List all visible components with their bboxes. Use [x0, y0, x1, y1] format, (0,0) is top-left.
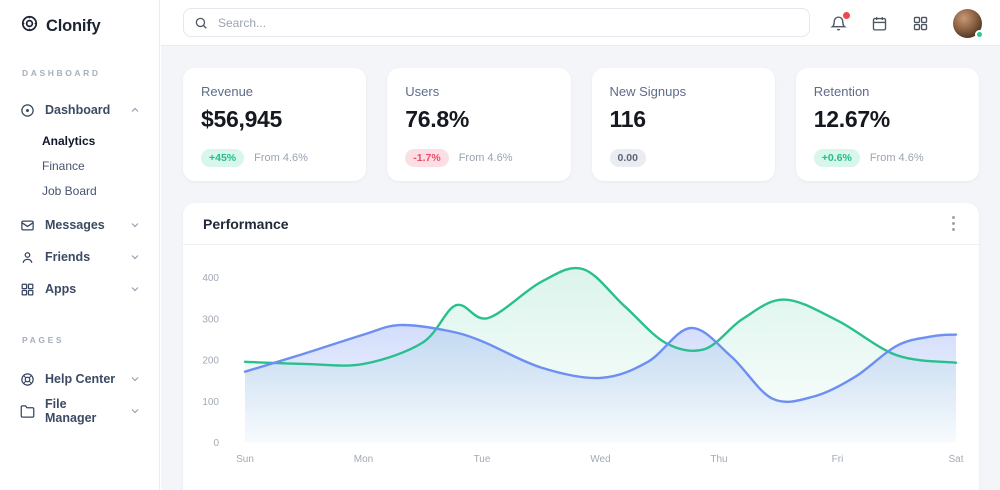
sidebar-subitem-analytics[interactable]: Analytics: [42, 133, 96, 148]
user-avatar[interactable]: [953, 8, 984, 39]
logo-text: Clonify: [46, 16, 101, 35]
sidebar-subitem-finance[interactable]: Finance: [42, 158, 85, 173]
main-content: Revenue $56,945 +45% From 4.6% Users 76.…: [161, 46, 1000, 490]
notification-dot: [843, 11, 850, 19]
user-icon: [20, 250, 35, 265]
chevron-down-icon: [129, 251, 141, 263]
sidebar-subitem-job-board[interactable]: Job Board: [42, 183, 97, 198]
y-tick-label: 0: [213, 438, 219, 449]
chevron-down-icon: [129, 283, 141, 295]
dashboard-icon: [20, 103, 35, 118]
y-tick-label: 400: [202, 273, 219, 284]
sidebar-item-dashboard[interactable]: Dashboard: [0, 94, 159, 126]
online-status-dot: [975, 29, 984, 39]
y-tick-label: 100: [202, 397, 219, 408]
stat-card-revenue: Revenue $56,945 +45% From 4.6%: [183, 68, 367, 181]
stat-label: Revenue: [201, 84, 254, 99]
section-label-dashboard: DASHBOARD: [22, 68, 101, 78]
folder-icon: [20, 404, 35, 419]
search-box[interactable]: [183, 8, 810, 37]
performance-panel: Performance 400 300 200 100 0 Sun Mon Tue Wed Thu…: [183, 203, 979, 490]
stat-value: $56,945: [201, 106, 283, 132]
stat-card-new-signups: New Signups 116 0.00: [591, 68, 775, 181]
x-tick-label: Tue: [474, 454, 491, 465]
topbar: [161, 0, 1000, 46]
calendar-icon: [871, 15, 888, 32]
chevron-down-icon: [129, 219, 141, 231]
stat-value: 116: [609, 106, 647, 132]
sidebar-item-messages[interactable]: Messages: [0, 209, 159, 241]
sidebar-item-label: Help Center: [45, 372, 116, 386]
y-tick-label: 300: [202, 314, 219, 325]
envelope-icon: [20, 218, 35, 233]
trend-note: From 4.6%: [254, 152, 308, 164]
sidebar-item-label: Dashboard: [45, 103, 111, 117]
x-tick-label: Thu: [710, 454, 727, 465]
stat-card-users: Users 76.8% -1.7% From 4.6%: [387, 68, 571, 181]
panel-menu-button[interactable]: [948, 212, 959, 235]
life-buoy-icon: [20, 372, 35, 387]
sidebar-item-friends[interactable]: Friends: [0, 241, 159, 273]
stat-label: New Signups: [609, 84, 687, 99]
x-tick-label: Wed: [590, 454, 610, 465]
trend-badge: 0.00: [609, 149, 646, 167]
trend-badge: +45%: [201, 149, 245, 167]
logo[interactable]: Clonify: [0, 0, 159, 38]
trend-badge: -1.7%: [405, 149, 449, 167]
x-tick-label: Mon: [354, 454, 373, 465]
sidebar-item-help-center[interactable]: Help Center: [0, 363, 159, 395]
series-blue-line: [243, 323, 958, 404]
sidebar-item-label: File Manager: [45, 397, 97, 425]
x-tick-label: Fri: [832, 454, 844, 465]
sidebar-item-label: Friends: [45, 250, 91, 264]
apps-launcher-button[interactable]: [912, 15, 929, 32]
stat-label: Retention: [813, 84, 870, 99]
sidebar: Clonify DASHBOARD Dashboard Analytics Fi…: [0, 0, 160, 490]
chevron-down-icon: [129, 405, 141, 417]
sidebar-item-label: Messages: [45, 218, 105, 232]
series-green-line: [243, 266, 958, 367]
sidebar-item-apps[interactable]: Apps: [0, 273, 159, 305]
search-icon: [194, 16, 208, 30]
calendar-button[interactable]: [871, 15, 888, 32]
chevron-up-icon: [129, 104, 141, 116]
series-blue-area: [245, 325, 956, 443]
trend-note: From 4.6%: [869, 152, 924, 164]
y-tick-label: 200: [202, 356, 219, 367]
stat-cards-row: Revenue $56,945 +45% From 4.6% Users 76.…: [183, 68, 979, 181]
stat-card-retention: Retention 12.67% +0.6% From 4.6%: [795, 68, 979, 181]
notifications-button[interactable]: [830, 11, 850, 32]
x-tick-label: Sat: [948, 454, 963, 465]
stat-value: 12.67%: [813, 106, 891, 132]
bell-icon: [830, 15, 847, 32]
apps-grid-icon: [912, 15, 929, 32]
x-tick-label: Sun: [236, 454, 254, 465]
performance-chart: 400 300 200 100 0 Sun Mon Tue Wed Thu Fri Sat: [202, 266, 964, 465]
grid-icon: [20, 282, 35, 297]
chevron-down-icon: [129, 373, 141, 385]
stat-value: 76.8%: [405, 106, 469, 132]
section-label-pages: PAGES: [22, 335, 65, 345]
sidebar-item-file-manager[interactable]: File Manager: [0, 395, 159, 427]
panel-title: Performance: [203, 215, 289, 232]
clonify-logo-icon: [20, 14, 39, 38]
trend-badge: +0.6%: [813, 149, 860, 167]
search-input[interactable]: [216, 14, 799, 31]
sidebar-item-label: Apps: [45, 282, 77, 296]
stat-label: Users: [405, 84, 440, 99]
trend-note: From 4.6%: [458, 152, 513, 164]
